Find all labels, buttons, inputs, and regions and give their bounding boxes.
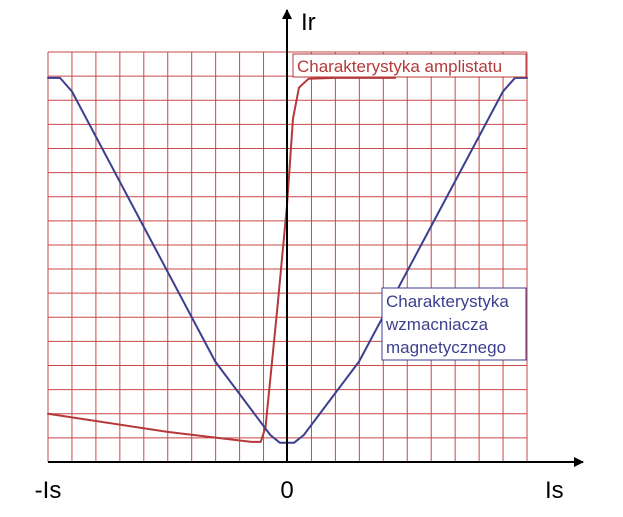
annotation-label-magnetic-amplifier-line: Charakterystyka (386, 292, 509, 311)
annotation-label-amplistat: Charakterystyka amplistatu (297, 57, 502, 76)
annotation-box-magnetic-amplifier (381, 287, 527, 361)
labels: Ir Is -Is 0 Charakterystyka amplistatu Charak… (35, 9, 564, 504)
y-axis-label: Ir (301, 9, 316, 36)
annotation-label-magnetic-amplifier-line: wzmacniacza (385, 315, 489, 334)
annotation-box-amplistat (292, 53, 527, 78)
axes (48, 9, 584, 467)
annotation-label-magnetic-amplifier-line: magnetycznego (386, 338, 506, 357)
x-tick-label: -Is (35, 477, 62, 504)
series-line-amplistat (47, 76, 396, 443)
x-axis-label: Is (545, 477, 564, 504)
x-tick-label: 0 (280, 477, 293, 504)
